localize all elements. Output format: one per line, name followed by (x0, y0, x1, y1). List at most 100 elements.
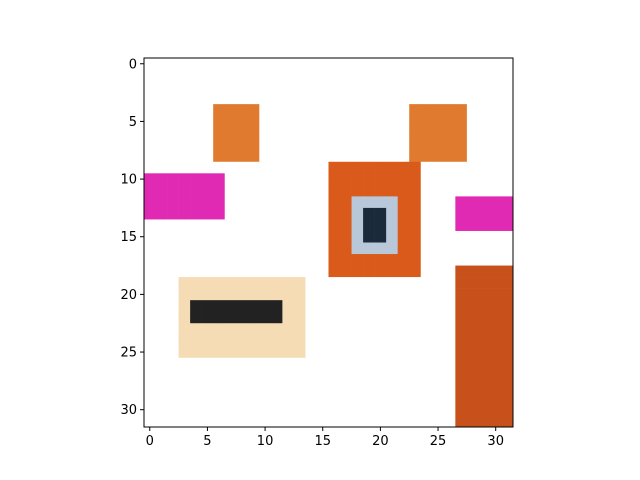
pixel-cell (236, 403, 249, 416)
pixel-cell (351, 334, 364, 347)
pixel-cell (363, 242, 375, 255)
pixel-cell (340, 115, 352, 128)
pixel-cell (190, 242, 202, 255)
pixel-cell (397, 161, 410, 174)
pixel-cell (432, 150, 445, 163)
pixel-cell (167, 334, 179, 347)
pixel-cell (478, 415, 491, 428)
pixel-cell (340, 207, 352, 220)
pixel-cell (270, 161, 283, 174)
pixel-cell (420, 173, 433, 186)
pixel-cell (236, 254, 249, 266)
pixel-cell (224, 138, 237, 151)
pixel-cell (224, 69, 237, 82)
pixel-cell (351, 184, 364, 197)
pixel-cell (386, 288, 398, 301)
pixel-cell (340, 357, 352, 370)
pixel-cell (501, 104, 514, 116)
pixel-cell (155, 150, 168, 163)
pixel-cell (224, 127, 237, 140)
pixel-cell (420, 392, 433, 405)
pixel-cell (178, 265, 191, 278)
pixel-cell (178, 58, 191, 70)
pixel-cell (409, 242, 422, 255)
pixel-cell (305, 323, 318, 336)
pixel-cell (270, 392, 283, 405)
pixel-cell (340, 265, 352, 278)
pixel-cell (466, 196, 479, 209)
pixel-cell (224, 357, 237, 370)
pixel-cell (455, 403, 468, 416)
pixel-cell (443, 173, 456, 186)
pixel-cell (305, 288, 318, 301)
pixel-cell (489, 346, 502, 359)
pixel-cell (397, 69, 410, 82)
pixel-cell (432, 219, 445, 232)
pixel-cell (144, 161, 156, 174)
pixel-cell (144, 357, 156, 370)
pixel-cell (213, 392, 226, 405)
pixel-cell (386, 369, 398, 382)
pixel-cell (224, 196, 237, 209)
pixel-cell (201, 288, 214, 301)
pixel-cell (190, 369, 202, 382)
pixel-cell (155, 127, 168, 140)
pixel-cell (282, 196, 295, 209)
pixel-cell (282, 334, 295, 347)
pixel-cell (351, 173, 364, 186)
pixel-cell (374, 230, 387, 243)
pixel-cell (409, 392, 422, 405)
x-tick-label: 30 (487, 434, 504, 449)
pixel-cell (420, 415, 433, 428)
pixel-cell (305, 242, 318, 255)
pixel-cell (144, 127, 156, 140)
pixel-cell (386, 92, 398, 105)
pixel-cell (190, 150, 202, 163)
pixel-cell (167, 104, 179, 116)
pixel-cell (316, 311, 329, 324)
pixel-cell (363, 219, 375, 232)
pixel-cell (351, 81, 364, 93)
pixel-cell (259, 184, 272, 197)
pixel-cell (270, 380, 283, 393)
pixel-cell (178, 219, 191, 232)
pixel-cell (374, 265, 387, 278)
pixel-cell (363, 346, 375, 359)
pixel-cell (201, 323, 214, 336)
pixel-cell (293, 288, 306, 301)
pixel-cell (374, 357, 387, 370)
pixel-cell (409, 81, 422, 93)
pixel-cell (167, 81, 179, 93)
pixel-cell (340, 288, 352, 301)
pixel-cell (328, 115, 341, 128)
pixel-cell (489, 254, 502, 266)
pixel-cell (489, 92, 502, 105)
pixel-cell (305, 196, 318, 209)
pixel-cell (247, 219, 260, 232)
pixel-cell (305, 92, 318, 105)
pixel-cell (374, 369, 387, 382)
pixel-cell (201, 196, 214, 209)
pixel-cell (478, 69, 491, 82)
pixel-cell (374, 161, 387, 174)
pixel-cell (305, 392, 318, 405)
pixel-cell (501, 184, 514, 197)
pixel-cell (489, 242, 502, 255)
pixel-cell (443, 242, 456, 255)
pixel-cell (466, 115, 479, 128)
pixel-cell (167, 150, 179, 163)
pixel-cell (478, 277, 491, 289)
pixel-cell (270, 288, 283, 301)
pixel-cell (328, 69, 341, 82)
pixel-cell (178, 138, 191, 151)
pixel-cell (489, 115, 502, 128)
pixel-cell (420, 369, 433, 382)
y-tick-label: 15 (120, 230, 137, 245)
pixel-cell (501, 196, 514, 209)
pixel-cell (432, 104, 445, 116)
pixel-cell (282, 357, 295, 370)
pixel-cell (190, 184, 202, 197)
pixel-cell (455, 323, 468, 336)
pixel-cell (466, 403, 479, 416)
pixel-cell (224, 334, 237, 347)
